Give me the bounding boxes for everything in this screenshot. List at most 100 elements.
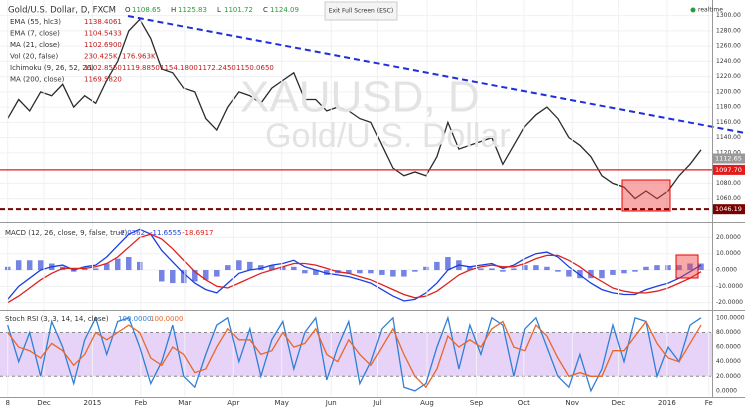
histogram-bar — [566, 270, 572, 277]
indicator-value: 1150.0650 — [236, 64, 274, 72]
y-tick-label: 1300.00 — [716, 12, 741, 19]
histogram-bar — [665, 265, 671, 271]
histogram-bar — [137, 261, 143, 271]
indicator-value: 1169.5820 — [84, 76, 122, 84]
realtime-dot — [690, 7, 696, 13]
ohlc-value: 1101.72 — [224, 6, 253, 14]
y-tick-label: 1120.00 — [716, 149, 741, 156]
y-tick-label: 1180.00 — [716, 104, 741, 111]
histogram-bar — [225, 265, 231, 271]
trend-line — [127, 15, 745, 134]
x-tick-label: 8 — [5, 399, 9, 407]
y-tick-label: 1080.00 — [716, 180, 741, 187]
histogram-bar — [324, 270, 330, 275]
x-tick-label: 2015 — [84, 399, 102, 407]
y-tick-label: -10.0000 — [716, 283, 743, 290]
histogram-bar — [621, 270, 627, 274]
panel-legend-value: -7.0362 — [118, 229, 145, 237]
y-tick-label: 0.0000 — [716, 267, 737, 274]
histogram-bar — [445, 256, 451, 271]
panel-legend-value: -18.6917 — [182, 229, 213, 237]
histogram-bar — [423, 266, 429, 271]
histogram-bar — [467, 266, 473, 271]
ohlc-value: 1108.65 — [132, 6, 161, 14]
x-tick-label: May — [274, 399, 288, 407]
indicator-value: 1138.4061 — [84, 18, 122, 26]
y-tick-label: 1200.00 — [716, 88, 741, 95]
histogram-bar — [412, 270, 418, 272]
x-tick-label: Feb — [135, 399, 148, 407]
histogram-bar — [610, 270, 616, 275]
histogram-bar — [313, 270, 319, 275]
histogram-bar — [687, 263, 693, 271]
y-tick-label: 10.0000 — [716, 250, 741, 257]
y-tick-label: 80.0000 — [716, 329, 741, 336]
histogram-bar — [544, 266, 550, 271]
exit-fullscreen-button[interactable] — [324, 1, 398, 21]
series-line — [7, 18, 702, 200]
x-tick-label: Aug — [420, 399, 434, 407]
histogram-bar — [676, 265, 682, 271]
x-tick-label: Jun — [325, 399, 337, 407]
histogram-bar — [379, 270, 385, 275]
histogram-bar — [37, 260, 44, 271]
histogram-bar — [511, 268, 517, 271]
histogram-bar — [15, 260, 22, 271]
histogram-bar — [577, 270, 583, 279]
histogram-bar — [632, 270, 638, 272]
y-tick-label: 1160.00 — [716, 119, 741, 126]
histogram-bar — [555, 270, 561, 272]
histogram-bar — [81, 268, 88, 271]
watermark-symbol: XAUUSD, D — [240, 73, 480, 122]
y-tick-label: 0.0000 — [716, 387, 737, 394]
highlight-box — [621, 179, 671, 212]
y-tick-label: 60.0000 — [716, 344, 741, 351]
indicator-value: 1102.8550 — [84, 64, 122, 72]
histogram-bar — [368, 270, 374, 274]
panel-title: Stoch RSI (3, 3, 14, 14, close) — [5, 315, 109, 323]
indicator-label: Vol (20, false) — [10, 53, 58, 61]
ohlc-value: 1124.09 — [270, 6, 299, 14]
stoch-band — [0, 332, 712, 377]
histogram-bar — [92, 268, 99, 271]
series-line — [7, 315, 702, 393]
y-tick-label: 1220.00 — [716, 73, 741, 80]
indicator-label: MA (21, close) — [10, 41, 60, 49]
histogram-bar — [599, 270, 605, 279]
x-tick-label: Sep — [470, 399, 484, 407]
histogram-bar — [170, 270, 176, 284]
plot-layer — [0, 0, 712, 396]
x-tick-label: Dec — [612, 399, 626, 407]
panel-title: MACD (12, 26, close, 9, false, true) — [5, 229, 128, 237]
histogram-bar — [26, 260, 33, 271]
indicator-value: 1172.2450 — [198, 64, 236, 72]
histogram-bar — [522, 265, 528, 271]
exit-fullscreen-text[interactable]: Exit Full Screen (ESC) — [329, 8, 393, 15]
indicator-value: 1119.8850 — [122, 64, 160, 72]
y-tick-label: 1260.00 — [716, 43, 741, 50]
histogram-bar — [214, 270, 220, 277]
histogram-bar — [236, 260, 242, 271]
histogram-bar — [258, 265, 264, 271]
y-tick-label: 1140.00 — [716, 134, 741, 141]
x-tick-label: 2016 — [658, 399, 676, 407]
series-line — [7, 320, 702, 389]
histogram-bar — [390, 270, 396, 277]
histogram-bar — [654, 265, 660, 271]
x-tick-label: Oct — [518, 399, 530, 407]
price-tag — [713, 164, 745, 175]
ohlc-label: O — [125, 6, 131, 14]
histogram-bar — [643, 266, 649, 271]
price-tag — [713, 204, 745, 215]
chart-title: Gold/U.S. Dollar, D, FXCM — [8, 6, 116, 16]
histogram-bar — [346, 270, 352, 274]
histogram-bar — [203, 270, 209, 280]
indicator-label: EMA (7, close) — [10, 30, 60, 38]
y-tick-label: 1240.00 — [716, 58, 741, 65]
y-tick-label: 40.0000 — [716, 358, 741, 365]
histogram-bar — [291, 266, 297, 271]
histogram-bar — [114, 258, 121, 271]
histogram-bar — [159, 270, 165, 282]
histogram-bar — [269, 265, 275, 271]
